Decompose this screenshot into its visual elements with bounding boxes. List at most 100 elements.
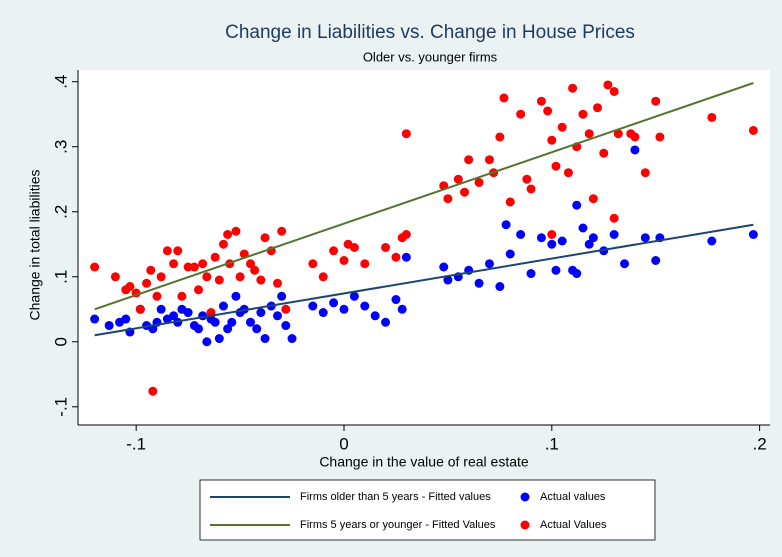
data-point: [235, 272, 245, 282]
data-point: [443, 275, 453, 285]
data-point: [349, 291, 359, 301]
data-point: [146, 265, 156, 275]
data-point: [210, 317, 220, 327]
data-point: [563, 168, 573, 178]
data-point: [329, 246, 339, 256]
data-point: [125, 282, 135, 292]
data-point: [547, 229, 557, 239]
legend-marker: [520, 520, 530, 530]
x-tick-label: .2: [753, 434, 767, 453]
data-point: [584, 239, 594, 249]
data-point: [381, 317, 391, 327]
data-point: [640, 168, 650, 178]
data-point: [630, 145, 640, 155]
data-point: [651, 96, 661, 106]
data-point: [748, 229, 758, 239]
data-point: [401, 129, 411, 139]
fitted-line: [94, 223, 754, 337]
data-point: [748, 125, 758, 135]
data-point: [349, 243, 359, 252]
data-point: [281, 304, 291, 314]
data-point: [593, 103, 603, 113]
data-point: [142, 278, 152, 288]
data-point: [474, 278, 484, 288]
data-point: [526, 184, 536, 194]
data-point: [214, 334, 224, 344]
data-point: [495, 132, 505, 142]
y-tick-label: .2: [51, 205, 70, 219]
x-tick-label: -.1: [126, 434, 146, 453]
data-point: [551, 161, 561, 171]
data-point: [318, 272, 328, 282]
data-point: [655, 132, 665, 142]
data-point: [339, 304, 349, 314]
data-point: [484, 155, 494, 165]
y-tick-label: -.1: [51, 397, 70, 417]
data-point: [495, 282, 505, 292]
data-point: [169, 311, 179, 321]
data-point: [202, 337, 212, 347]
data-point: [516, 229, 526, 239]
data-point: [272, 311, 282, 321]
y-tick-label: 0: [51, 337, 70, 346]
data-point: [360, 301, 370, 311]
data-point: [121, 314, 131, 324]
fitted-line: [94, 82, 754, 311]
data-point: [391, 252, 401, 262]
data-point: [505, 197, 515, 207]
data-point: [90, 314, 100, 324]
data-point: [223, 324, 233, 334]
data-point: [135, 304, 145, 314]
data-point: [501, 220, 511, 230]
data-point: [148, 386, 158, 396]
data-point: [194, 285, 204, 295]
data-point: [526, 269, 536, 279]
data-point: [599, 148, 609, 158]
data-point: [464, 155, 474, 165]
data-point: [453, 174, 463, 184]
data-point: [499, 93, 509, 103]
data-point: [603, 80, 613, 90]
data-point: [245, 317, 255, 327]
data-point: [522, 174, 532, 184]
data-point: [277, 291, 287, 301]
data-point: [381, 243, 391, 252]
data-point: [202, 272, 212, 282]
data-point: [152, 291, 162, 301]
data-point: [443, 194, 453, 204]
data-point: [707, 236, 717, 246]
data-point: [287, 334, 297, 344]
plot-area: [78, 70, 770, 425]
data-point: [609, 229, 619, 239]
y-tick-label: .3: [51, 140, 70, 154]
data-point: [543, 106, 553, 116]
legend-box: [199, 479, 656, 541]
data-point: [557, 236, 567, 246]
data-point: [609, 213, 619, 223]
data-point: [252, 324, 262, 334]
data-point: [613, 129, 623, 139]
data-point: [547, 135, 557, 145]
data-point: [256, 308, 266, 318]
data-point: [640, 233, 650, 243]
data-point: [308, 259, 318, 269]
data-point: [198, 259, 208, 269]
data-point: [231, 291, 241, 301]
legend-label: Firms 5 years or younger - Fitted Values: [300, 519, 496, 531]
data-point: [401, 252, 411, 262]
data-point: [308, 301, 318, 311]
data-point: [183, 308, 193, 318]
chart-title: Change in Liabilities vs. Change in Hous…: [225, 22, 635, 43]
data-point: [578, 109, 588, 119]
data-point: [90, 262, 100, 272]
data-point: [588, 233, 598, 243]
data-point: [245, 259, 255, 269]
y-tick-label: .4: [51, 75, 70, 89]
data-point: [177, 291, 187, 301]
y-axis-label: Change in total liabilities: [27, 170, 43, 321]
data-point: [505, 249, 515, 259]
data-point: [630, 132, 640, 142]
data-point: [536, 96, 546, 106]
data-point: [391, 295, 401, 305]
data-point: [214, 275, 224, 285]
